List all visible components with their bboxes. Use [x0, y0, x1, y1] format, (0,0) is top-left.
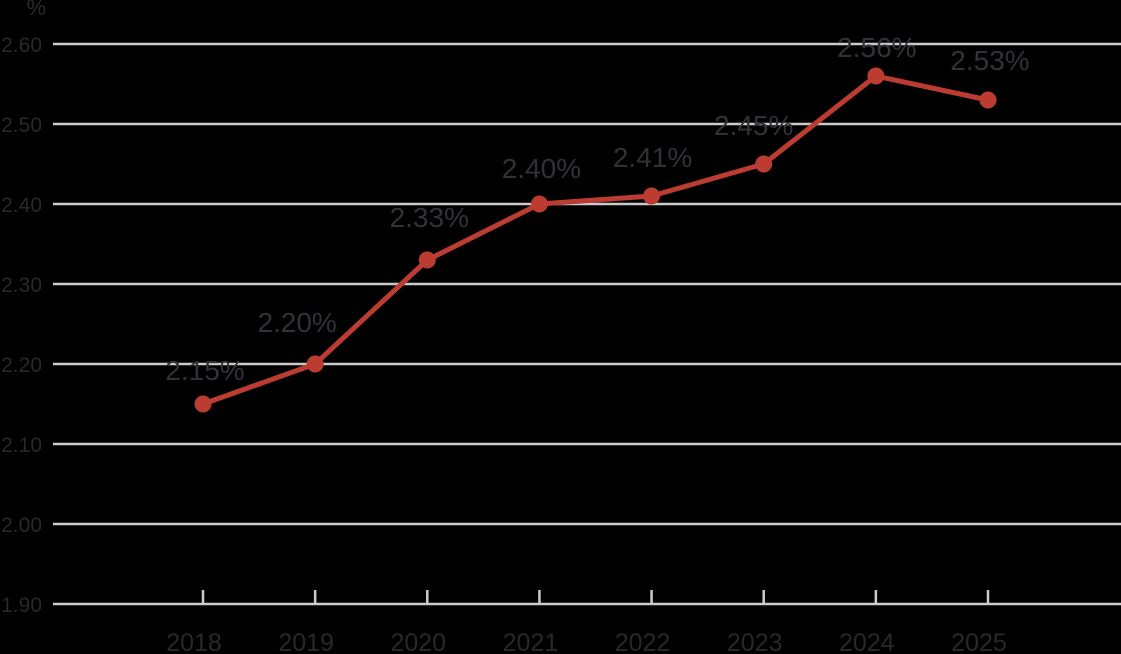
y-tick-label: 2.30 — [1, 274, 42, 297]
y-tick-label: 2.00 — [1, 514, 42, 537]
x-tick-label: 2023 — [727, 629, 783, 654]
data-point-marker — [867, 67, 885, 85]
data-point-label: 2.41% — [613, 142, 692, 173]
data-point-marker — [979, 91, 997, 109]
data-point-label: 2.15% — [165, 355, 244, 386]
x-tick-label: 2019 — [278, 629, 334, 654]
data-point-marker — [755, 155, 773, 173]
data-point-marker — [530, 195, 548, 213]
data-point-label: 2.53% — [950, 45, 1029, 76]
y-tick-label: 2.50 — [1, 114, 42, 137]
y-tick-label: 2.20 — [1, 354, 42, 377]
data-point-label: 2.20% — [257, 307, 336, 338]
data-point-marker — [418, 251, 436, 269]
data-point-label: 2.40% — [502, 153, 581, 184]
x-tick-label: 2021 — [503, 629, 559, 654]
data-point-marker — [643, 187, 661, 205]
x-tick-label: 2018 — [166, 629, 222, 654]
y-tick-label: 2.10 — [1, 434, 42, 457]
data-point-label: 2.33% — [390, 202, 469, 233]
series-line — [200, 73, 991, 407]
y-tick-label: 2.40 — [1, 194, 42, 217]
x-tick-label: 2022 — [615, 629, 671, 654]
x-tick-label: 2025 — [951, 629, 1007, 654]
x-tick-label: 2024 — [839, 629, 895, 654]
y-axis-unit-label: % — [26, 0, 46, 20]
data-point-marker — [306, 355, 324, 373]
x-tick-label: 2020 — [390, 629, 446, 654]
data-point-label: 2.45% — [714, 110, 793, 141]
y-tick-label: 2.60 — [1, 34, 42, 57]
y-tick-label: 1.90 — [1, 594, 42, 617]
data-point-label: 2.56% — [837, 32, 916, 63]
data-point-marker — [194, 395, 212, 413]
